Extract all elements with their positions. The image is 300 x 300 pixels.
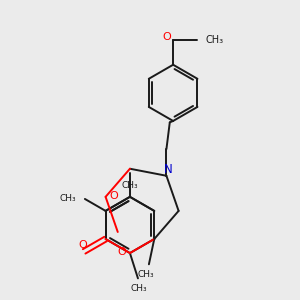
- Text: CH₃: CH₃: [122, 181, 138, 190]
- Text: CH₃: CH₃: [137, 270, 154, 279]
- Text: O: O: [162, 32, 171, 42]
- Text: CH₃: CH₃: [130, 284, 147, 293]
- Text: O: O: [79, 240, 87, 250]
- Text: N: N: [164, 163, 172, 176]
- Text: CH₃: CH₃: [205, 35, 223, 45]
- Text: O: O: [118, 247, 126, 257]
- Text: O: O: [109, 190, 118, 200]
- Text: CH₃: CH₃: [60, 194, 76, 203]
